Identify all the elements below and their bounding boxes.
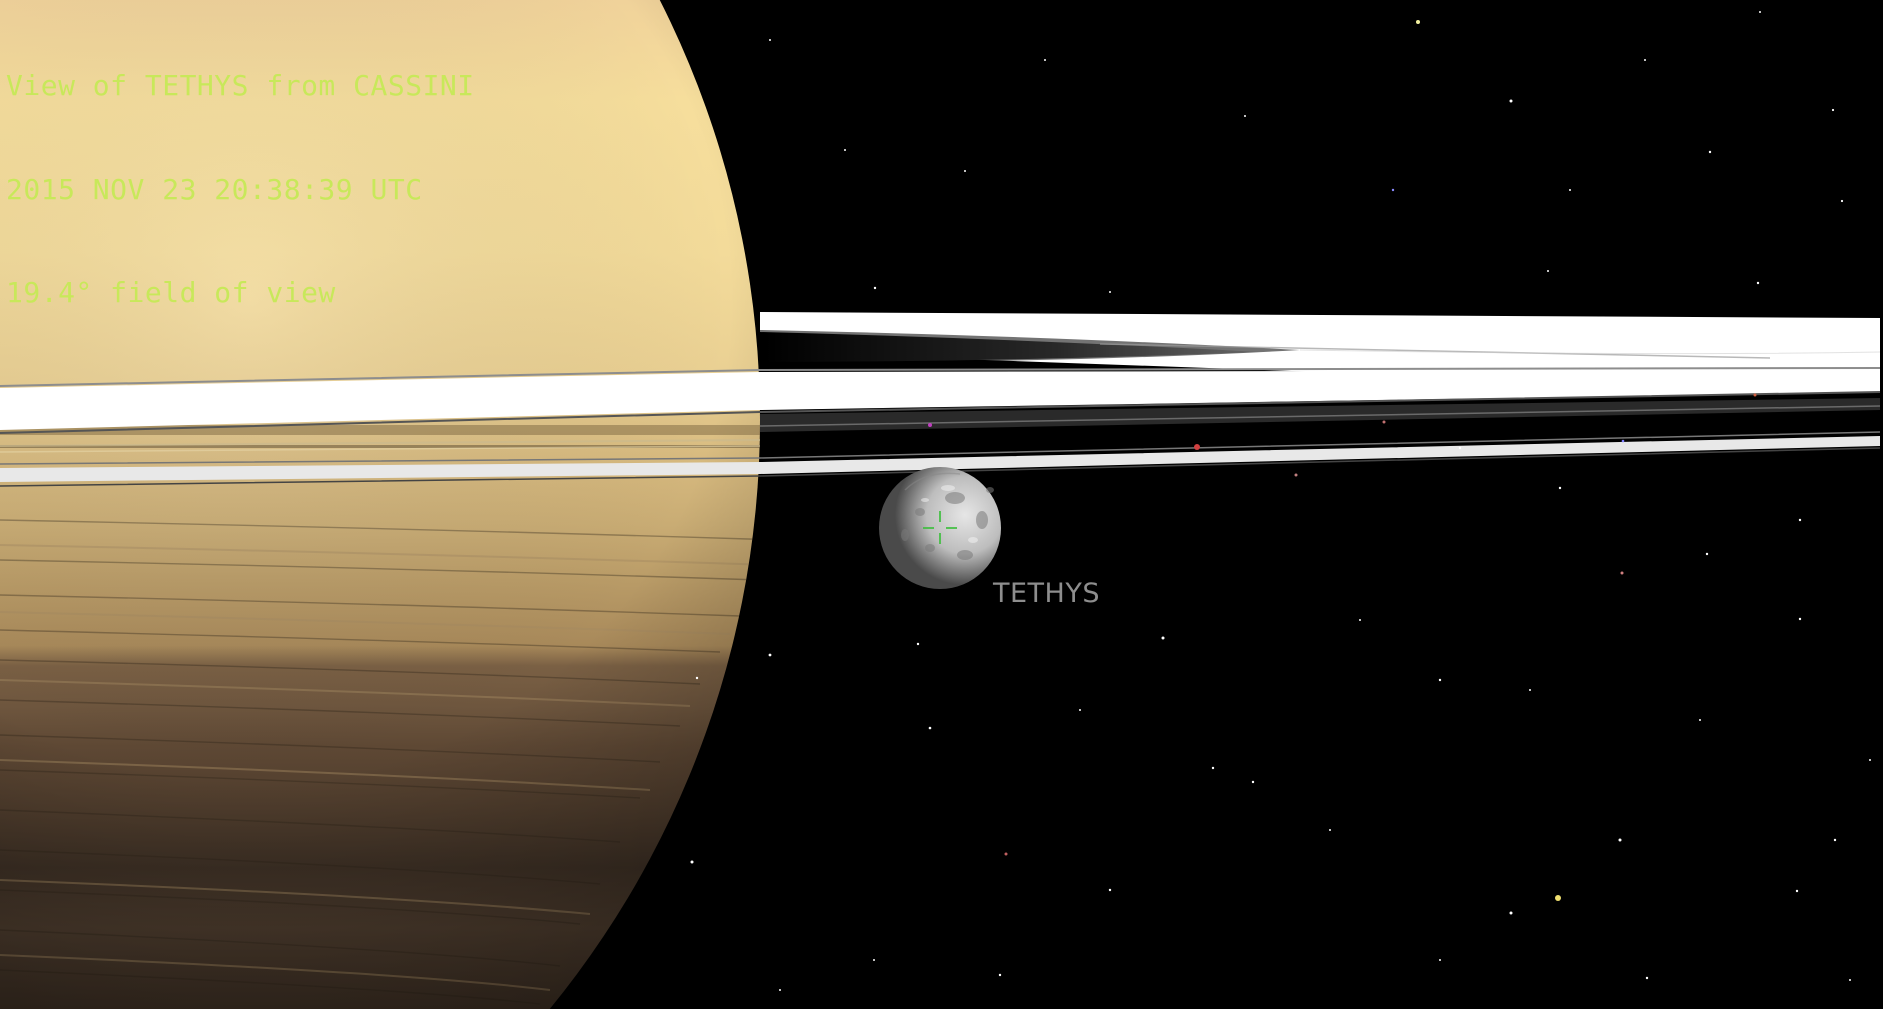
starfield: [690, 11, 1871, 991]
hud-overlay: View of TETHYS from CASSINI 2015 NOV 23 …: [6, 0, 475, 380]
hud-view-title: View of TETHYS from CASSINI: [6, 69, 475, 102]
target-reticle: [923, 511, 957, 544]
hud-field-of-view: 19.4° field of view: [6, 276, 336, 309]
saturn-rings: [0, 312, 1881, 487]
hud-timestamp: 2015 NOV 23 20:38:39 UTC: [6, 172, 423, 206]
ring-shadow: [0, 425, 760, 448]
saturn-planet: [0, 0, 760, 1009]
target-label: TETHYS: [993, 578, 1100, 609]
tethys-moon: [879, 467, 1001, 589]
